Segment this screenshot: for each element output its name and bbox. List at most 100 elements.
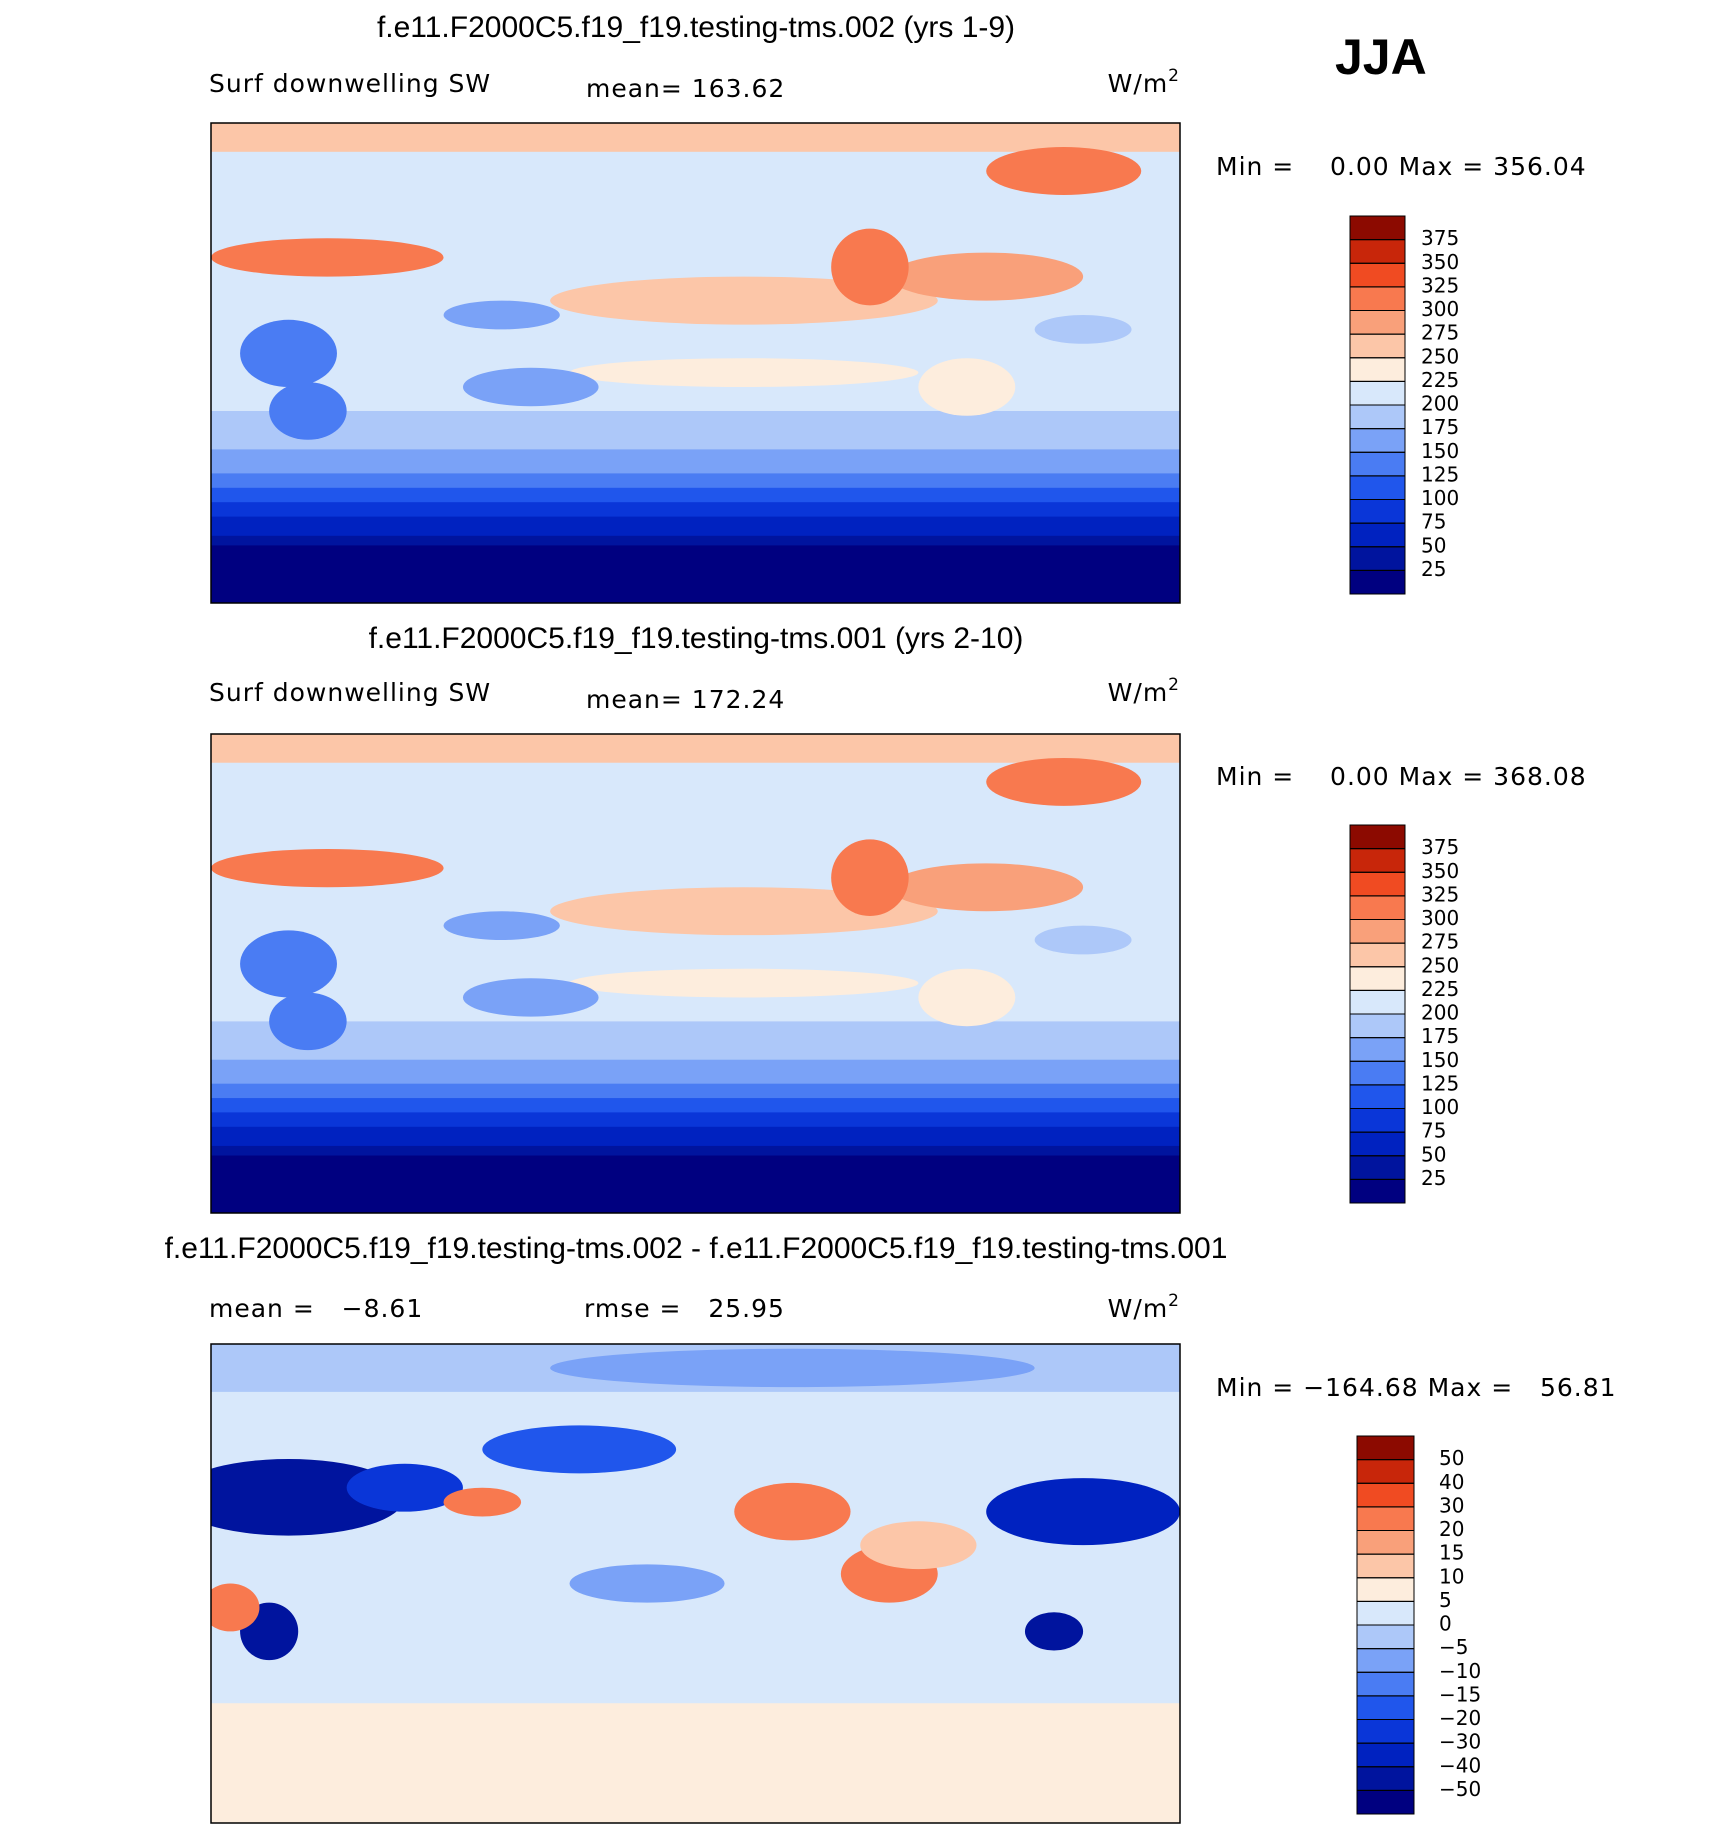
colorbar-box bbox=[1349, 404, 1406, 430]
colorbar-box bbox=[1349, 215, 1406, 241]
colorbar-box bbox=[1349, 1178, 1406, 1204]
colorbar-box bbox=[1349, 333, 1406, 359]
season-label: JJA bbox=[1335, 29, 1427, 85]
field-band bbox=[211, 1703, 1180, 1823]
colorbar-label: 20 bbox=[1439, 1517, 1464, 1541]
colorbar-box bbox=[1349, 428, 1406, 453]
field-blob bbox=[918, 968, 1016, 1027]
colorbar-label: 300 bbox=[1421, 297, 1459, 321]
colorbar-label: −5 bbox=[1439, 1635, 1468, 1659]
colorbar-label: −15 bbox=[1439, 1682, 1481, 1706]
field-blob bbox=[569, 968, 919, 998]
field-band bbox=[211, 487, 1180, 504]
colorbar-label: 325 bbox=[1421, 273, 1459, 297]
colorbar-label: 75 bbox=[1421, 510, 1446, 534]
panel-center-label: rmse = 25.95 bbox=[584, 1294, 785, 1323]
field-blob bbox=[1034, 315, 1132, 344]
colorbar-box bbox=[1356, 1719, 1415, 1744]
colorbar-box bbox=[1356, 1624, 1415, 1650]
colorbar-label: 150 bbox=[1421, 1048, 1459, 1072]
colorbar-box bbox=[1356, 1766, 1415, 1791]
min-max-label: Min = 0.00 Max = 368.08 bbox=[1216, 762, 1587, 791]
field-blob bbox=[462, 367, 599, 407]
colorbar-label: 75 bbox=[1421, 1119, 1446, 1143]
field-blob bbox=[443, 300, 560, 330]
colorbar-box bbox=[1349, 546, 1406, 571]
colorbar-box bbox=[1349, 310, 1406, 335]
colorbar-label: 175 bbox=[1421, 1024, 1459, 1048]
field-band bbox=[211, 1112, 1180, 1128]
colorbar-box bbox=[1349, 1108, 1406, 1133]
field-band bbox=[211, 411, 1180, 451]
units-text: W/m bbox=[1108, 1294, 1169, 1323]
field-blob bbox=[918, 358, 1016, 416]
colorbar-box bbox=[1349, 942, 1406, 968]
panel-left-label: Surf downwelling SW bbox=[209, 69, 491, 98]
colorbar-label: 275 bbox=[1421, 321, 1459, 345]
colorbar-box bbox=[1349, 286, 1406, 311]
field-band bbox=[211, 473, 1180, 489]
field-blob bbox=[443, 911, 560, 940]
field-blob bbox=[986, 1478, 1180, 1546]
colorbar-label: 150 bbox=[1421, 439, 1459, 463]
field-blob bbox=[240, 930, 337, 998]
field-band bbox=[211, 545, 1180, 603]
colorbar-label: 50 bbox=[1439, 1446, 1464, 1470]
colorbar-label: −10 bbox=[1439, 1659, 1481, 1683]
units-power: 2 bbox=[1168, 1291, 1180, 1311]
map-field bbox=[211, 123, 1180, 603]
colorbar-label: 200 bbox=[1421, 392, 1459, 416]
field-band bbox=[211, 1021, 1180, 1061]
units-label: W/m2 bbox=[1108, 66, 1180, 98]
field-blob bbox=[889, 252, 1084, 301]
field-blob bbox=[211, 848, 444, 888]
colorbar-box bbox=[1356, 1553, 1415, 1579]
colorbar-box bbox=[1349, 1037, 1406, 1062]
colorbar-box bbox=[1349, 239, 1406, 264]
colorbar-box bbox=[1356, 1530, 1415, 1555]
field-blob bbox=[986, 757, 1142, 806]
colorbar-box bbox=[1349, 475, 1406, 500]
field-band bbox=[211, 1059, 1180, 1085]
colorbar-box bbox=[1349, 966, 1406, 991]
panel-title: f.e11.F2000C5.f19_f19.testing-tms.002 - … bbox=[165, 1232, 1228, 1265]
colorbar-label: −40 bbox=[1439, 1753, 1481, 1777]
colorbar-box bbox=[1356, 1789, 1415, 1815]
field-blob bbox=[1024, 1612, 1084, 1651]
field-blob bbox=[211, 238, 444, 277]
colorbar-label: −20 bbox=[1439, 1706, 1481, 1730]
units-label: W/m2 bbox=[1108, 675, 1180, 707]
colorbar-label: 15 bbox=[1439, 1541, 1464, 1565]
min-max-label: Min = 0.00 Max = 356.04 bbox=[1216, 152, 1587, 181]
colorbar-box bbox=[1349, 499, 1406, 524]
field-blob bbox=[569, 1564, 725, 1603]
colorbar-label: 40 bbox=[1439, 1470, 1464, 1494]
field-blob bbox=[860, 1521, 977, 1570]
colorbar-box bbox=[1349, 1155, 1406, 1180]
field-blob bbox=[346, 1463, 463, 1512]
units-power: 2 bbox=[1168, 675, 1180, 695]
field-blob bbox=[550, 1348, 1035, 1388]
map-frame bbox=[210, 122, 1181, 604]
colorbar-label: 25 bbox=[1421, 1166, 1446, 1190]
colorbar-box bbox=[1356, 1577, 1415, 1602]
colorbar-box bbox=[1349, 824, 1406, 850]
colorbar-box bbox=[1356, 1600, 1415, 1626]
colorbar-box bbox=[1349, 451, 1406, 477]
field-band bbox=[211, 449, 1180, 475]
colorbar-box bbox=[1356, 1695, 1415, 1720]
colorbar-label: 125 bbox=[1421, 462, 1459, 486]
field-band bbox=[211, 1155, 1180, 1213]
field-band bbox=[211, 1126, 1180, 1147]
map-field bbox=[211, 734, 1180, 1213]
colorbar-label: 100 bbox=[1421, 486, 1459, 510]
field-band bbox=[211, 502, 1180, 518]
field-blob bbox=[211, 1583, 260, 1632]
colorbar-box bbox=[1356, 1671, 1415, 1697]
units-text: W/m bbox=[1108, 69, 1169, 98]
field-blob bbox=[569, 358, 919, 387]
colorbar-box bbox=[1349, 871, 1406, 897]
map-frame bbox=[210, 1343, 1181, 1824]
field-blob bbox=[889, 863, 1084, 912]
colorbar-box bbox=[1356, 1435, 1415, 1461]
